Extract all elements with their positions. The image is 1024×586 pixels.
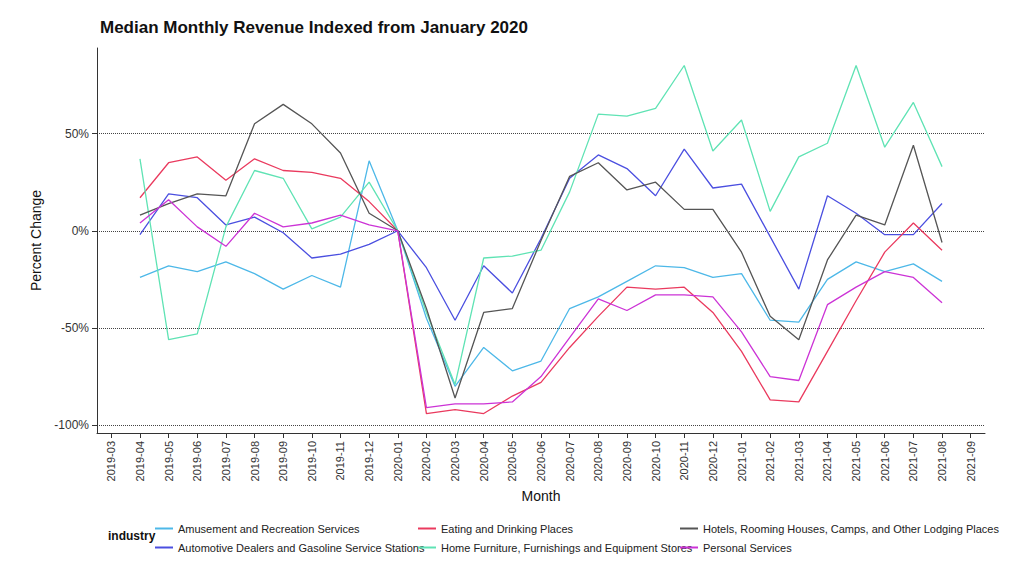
svg-text:2020-07: 2020-07 (564, 441, 576, 481)
svg-text:2020-12: 2020-12 (707, 441, 719, 481)
svg-text:2021-01: 2021-01 (736, 441, 748, 481)
svg-text:2019-07: 2019-07 (220, 441, 232, 481)
svg-text:Median Monthly Revenue Indexed: Median Monthly Revenue Indexed from Janu… (100, 18, 528, 37)
svg-text:2020-08: 2020-08 (592, 441, 604, 481)
svg-text:2019-12: 2019-12 (363, 441, 375, 481)
svg-text:2021-08: 2021-08 (936, 441, 948, 481)
svg-text:0%: 0% (72, 224, 90, 238)
svg-text:-100%: -100% (54, 418, 89, 432)
svg-text:-50%: -50% (61, 321, 89, 335)
svg-text:2019-10: 2019-10 (306, 441, 318, 481)
svg-text:2020-06: 2020-06 (535, 441, 547, 481)
svg-text:Hotels, Rooming Houses, Camps,: Hotels, Rooming Houses, Camps, and Other… (703, 523, 999, 535)
svg-text:2020-10: 2020-10 (650, 441, 662, 481)
svg-text:50%: 50% (65, 127, 89, 141)
svg-text:2020-01: 2020-01 (392, 441, 404, 481)
svg-text:2019-05: 2019-05 (163, 441, 175, 481)
svg-text:2021-06: 2021-06 (879, 441, 891, 481)
svg-text:2019-11: 2019-11 (334, 441, 346, 481)
svg-text:2020-03: 2020-03 (449, 441, 461, 481)
svg-text:Home Furniture, Furnishings an: Home Furniture, Furnishings and Equipmen… (441, 542, 693, 554)
svg-text:industry: industry (108, 529, 156, 543)
svg-text:2021-02: 2021-02 (764, 441, 776, 481)
svg-text:2019-03: 2019-03 (105, 441, 117, 481)
svg-text:2019-06: 2019-06 (191, 441, 203, 481)
svg-text:2021-03: 2021-03 (793, 441, 805, 481)
svg-text:Percent Change: Percent Change (28, 190, 44, 291)
svg-text:2020-11: 2020-11 (678, 441, 690, 481)
svg-text:Amusement and Recreation Servi: Amusement and Recreation Services (178, 523, 360, 535)
svg-text:Personal Services: Personal Services (703, 542, 792, 554)
svg-text:2020-09: 2020-09 (621, 441, 633, 481)
svg-text:2019-08: 2019-08 (249, 441, 261, 481)
svg-text:2020-05: 2020-05 (506, 441, 518, 481)
svg-text:2021-04: 2021-04 (821, 441, 833, 481)
svg-text:2019-09: 2019-09 (277, 441, 289, 481)
svg-text:Eating and Drinking Places: Eating and Drinking Places (441, 523, 574, 535)
svg-text:Automotive Dealers and Gasolin: Automotive Dealers and Gasoline Service … (178, 542, 425, 554)
svg-text:2021-05: 2021-05 (850, 441, 862, 481)
svg-text:2021-07: 2021-07 (907, 441, 919, 481)
svg-text:2019-04: 2019-04 (134, 441, 146, 481)
svg-text:2020-02: 2020-02 (420, 441, 432, 481)
svg-text:Month: Month (522, 488, 561, 504)
svg-text:2020-04: 2020-04 (478, 441, 490, 481)
svg-text:2021-09: 2021-09 (965, 441, 977, 481)
